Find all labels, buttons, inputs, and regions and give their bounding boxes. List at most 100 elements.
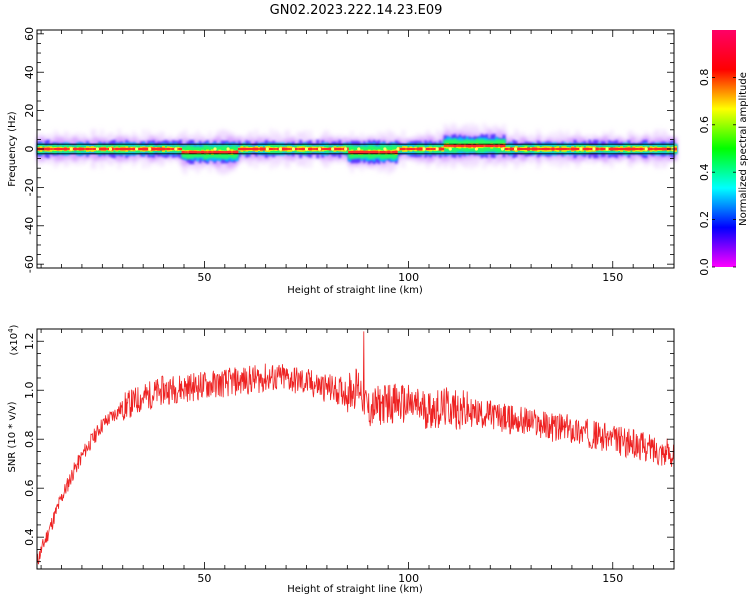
spectrogram-cell — [656, 148, 660, 150]
spectrogram-cell — [355, 150, 359, 154]
spectrogram-cell — [622, 147, 626, 151]
spectrogram-cell — [353, 150, 356, 154]
spectrogram-cell — [536, 148, 540, 150]
spectrogram-cell — [81, 147, 85, 151]
spectrogram-cell — [333, 147, 337, 151]
snr-x-axis-label: Height of straight line (km) — [287, 584, 423, 595]
snr-line — [36, 331, 674, 565]
spectrogram-cell — [191, 150, 195, 154]
spectrogram-cell — [250, 148, 254, 150]
colorbar-label: Normalized spectral amplitude — [738, 72, 749, 226]
spectrogram-peak-dot — [448, 147, 452, 151]
figure-title: GN02.2023.222.14.23.E09 — [270, 3, 443, 18]
spectrogram-cell — [262, 147, 266, 151]
spectrogram-cell — [600, 147, 604, 151]
spectrogram-cell — [647, 147, 650, 151]
spectrogram-cell — [225, 150, 229, 154]
spectrogram-cell — [448, 145, 452, 147]
spectrogram-cell — [289, 148, 293, 150]
colorbar-gradient — [712, 30, 736, 267]
spectrogram-cell — [642, 148, 646, 150]
spectrogram-cell — [184, 151, 187, 153]
spectrogram-peak-dot — [108, 147, 113, 151]
spectrogram-peak-dot — [357, 147, 361, 151]
snr-panel: 50 100 150 1.2 1.0 0.8 0.6 0.4 Height of straig… — [7, 324, 675, 595]
spectrogram-cell — [438, 147, 442, 151]
colorbar-tick-label: 0.4 — [698, 163, 711, 181]
spectrogram-x-axis-label: Height of straight line (km) — [287, 285, 423, 296]
spectrogram-cell — [490, 144, 494, 148]
spectrogram-peak-dot — [278, 147, 282, 151]
colorbar: 0.0 0.2 0.4 0.6 0.8 Normalized spectral ampl… — [698, 30, 749, 276]
spectrogram-cell — [49, 148, 53, 150]
spectrogram-y-tick-label: 0 — [23, 146, 36, 153]
spectrogram-cell — [230, 151, 234, 153]
spectrogram-cell — [252, 147, 256, 151]
spectrogram-cell — [193, 150, 197, 154]
spectrogram-cell — [659, 147, 663, 151]
spectrogram-cell — [654, 147, 658, 151]
colorbar-tick-label: 0.2 — [698, 211, 711, 229]
spectrogram-cell — [117, 148, 121, 150]
spectrogram-cell — [632, 147, 636, 151]
spectrogram-peak-dot — [148, 147, 152, 151]
spectrogram-cell — [629, 147, 633, 151]
spectrogram-y-tick-label: 40 — [23, 65, 36, 79]
spectrogram-cell — [475, 144, 479, 147]
spectrogram-cell — [316, 147, 320, 151]
spectrogram-cell — [357, 150, 361, 154]
spectrogram-peak-dot — [579, 147, 583, 151]
spectrogram-cell — [179, 147, 183, 151]
spectrogram-cell — [531, 147, 535, 151]
spectrogram-cell — [198, 151, 202, 153]
spectrogram-cell — [431, 148, 435, 150]
spectrogram-cell — [127, 147, 131, 151]
spectrogram-band — [37, 123, 677, 175]
spectrogram-cell — [522, 148, 526, 150]
spectrogram-cell — [259, 147, 263, 151]
spectrogram-cell — [103, 147, 107, 151]
spectrogram-cell — [308, 147, 312, 151]
snr-x-tick-label: 100 — [398, 572, 419, 585]
spectrogram-cell — [649, 147, 653, 151]
spectrogram-cell — [443, 145, 447, 147]
spectrogram-cell — [326, 147, 330, 151]
spectrogram-cell — [602, 148, 606, 150]
spectrogram-cell — [539, 148, 543, 150]
spectrogram-cell — [509, 147, 513, 151]
spectrogram-cell — [90, 148, 94, 150]
colorbar-tick-label: 0.6 — [698, 116, 711, 134]
spectrogram-cell — [651, 148, 655, 150]
spectrogram-cell — [166, 147, 170, 151]
spectrogram-cell — [237, 148, 241, 150]
spectrogram-cell — [583, 147, 587, 151]
spectrogram-cell — [59, 147, 62, 151]
spectrogram-cell — [152, 147, 156, 151]
spectrogram-cell — [112, 148, 116, 150]
spectrogram-cell — [272, 148, 276, 150]
spectrogram-cell — [402, 147, 405, 151]
spectrogram-peak-dot — [213, 147, 217, 151]
snr-y-tick-label: 0.4 — [23, 528, 36, 546]
spectrogram-ticks: 50 100 150 60 40 20 0 -20 -40 -60 — [23, 27, 675, 284]
spectrogram-peak-dot — [331, 147, 335, 151]
spectrogram-cell — [188, 150, 192, 154]
spectrogram-peak-dot — [265, 147, 269, 151]
spectrogram-cell — [492, 145, 496, 147]
snr-y-axis-label: SNR (10 * v/v) — [7, 401, 18, 472]
spectrogram-cell — [480, 144, 484, 148]
spectrogram-cell — [598, 148, 601, 150]
snr-scale-label: (x104) — [7, 324, 20, 355]
spectrogram-cell — [387, 150, 391, 154]
spectrogram-cell — [399, 147, 403, 151]
spectrogram-cell — [451, 145, 454, 147]
spectrogram-cell — [485, 144, 489, 148]
snr-x-tick-label: 150 — [602, 572, 623, 585]
spectrogram-cell — [196, 151, 200, 154]
spectrogram-cell — [558, 147, 562, 151]
spectrogram-cell — [384, 151, 388, 153]
spectrogram-cell — [78, 147, 82, 151]
spectrogram-cell — [311, 148, 315, 150]
spectrogram-cell — [206, 151, 209, 153]
